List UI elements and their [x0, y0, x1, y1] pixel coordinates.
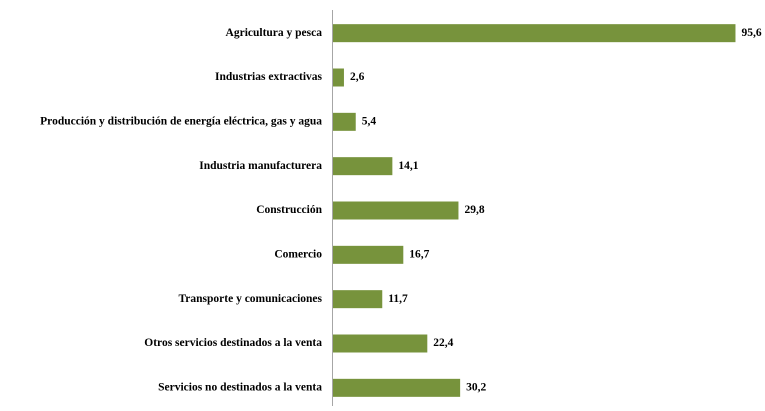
y-tick-label: Agricultura y pesca: [226, 27, 323, 39]
data-label: 29,8: [464, 204, 484, 216]
bar: [333, 378, 461, 397]
y-tick-label: Otros servicios destinados a la venta: [144, 337, 322, 349]
data-label: 30,2: [466, 381, 486, 393]
bar: [333, 24, 736, 43]
data-label: 22,4: [433, 337, 453, 349]
y-tick-label: Comercio: [274, 248, 322, 260]
data-label: 5,4: [362, 115, 377, 127]
bar: [333, 201, 459, 220]
data-label: 14,1: [398, 160, 418, 172]
data-label: 2,6: [350, 71, 365, 83]
y-tick-label: Construcción: [256, 204, 322, 216]
data-label: 16,7: [409, 248, 429, 260]
bar: [333, 112, 356, 131]
bar: [333, 245, 404, 264]
y-tick-label: Servicios no destinados a la venta: [158, 381, 322, 393]
bar: [333, 68, 344, 87]
bar: [333, 334, 428, 353]
bar: [333, 290, 383, 309]
bar: [333, 157, 393, 176]
data-label: 95,6: [741, 27, 761, 39]
y-tick-label: Industria manufacturera: [199, 160, 322, 172]
y-tick-label: Industrias extractivas: [215, 71, 323, 83]
y-tick-label: Transporte y comunicaciones: [178, 293, 322, 305]
y-tick-label: Producción y distribución de energía elé…: [40, 115, 322, 127]
data-label: 11,7: [388, 293, 408, 305]
